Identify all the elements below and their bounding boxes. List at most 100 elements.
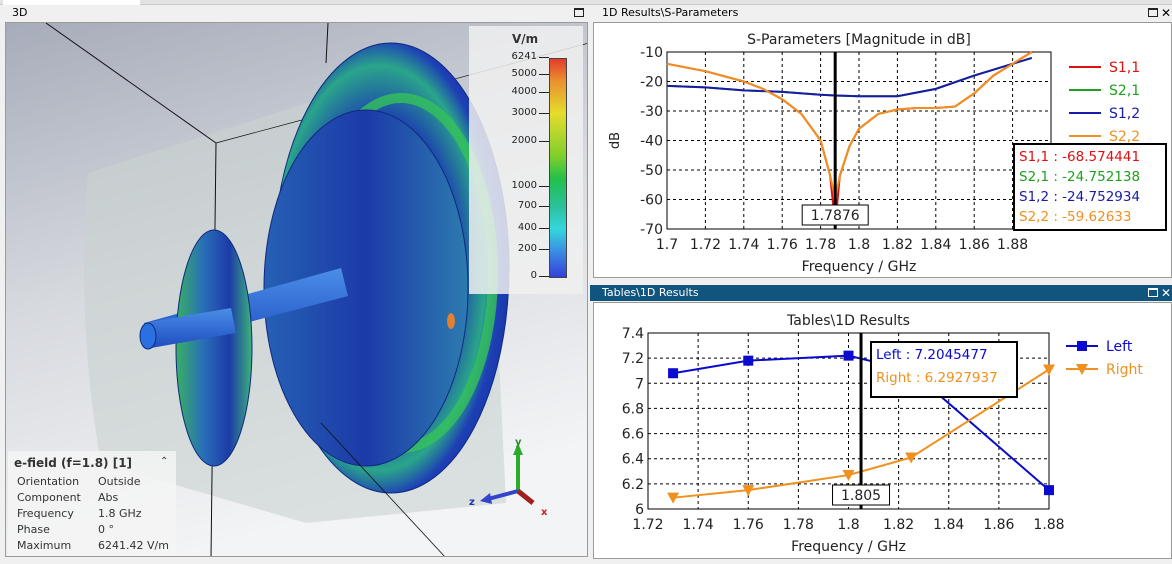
close-icon[interactable]: ✕ xyxy=(1161,286,1172,300)
y-tick-label: 7.2 xyxy=(622,351,644,367)
result-info-box: e-field (f=1.8) [1] ⌃ Orientation Outside… xyxy=(8,451,176,556)
info-key: Frequency xyxy=(17,507,74,520)
data-point-Right xyxy=(742,485,755,497)
chart-title: S-Parameters [Magnitude in dB] xyxy=(747,32,971,48)
color-scale-tick: 0 xyxy=(530,270,551,281)
maximize-icon[interactable] xyxy=(1148,288,1158,297)
x-tick-label: 1.86 xyxy=(983,517,1014,533)
info-value: Abs xyxy=(98,491,119,504)
legend-label: S2,2 xyxy=(1109,129,1140,145)
x-tick-label: 1.78 xyxy=(805,237,836,253)
document-tab-strip xyxy=(0,0,1172,5)
info-value: Outside xyxy=(98,475,141,488)
data-point-Left xyxy=(743,355,754,366)
color-scale-tick: 700 xyxy=(517,200,550,211)
y-tick-label: 6.8 xyxy=(622,401,644,417)
x-axis-label: Frequency / GHz xyxy=(791,539,906,555)
color-scale-tick: 1000 xyxy=(511,180,550,191)
y-tick-label: 6.4 xyxy=(622,452,644,468)
info-row: Phase 0 ° xyxy=(17,523,114,539)
series-line-S1,1 xyxy=(666,51,1033,225)
data-point-Right xyxy=(905,452,918,464)
y-tick-label: -70 xyxy=(640,222,663,238)
y-tick-label: 6 xyxy=(635,502,644,518)
cursor-label: 1.7876 xyxy=(811,208,860,224)
y-tick-label: 6.6 xyxy=(622,427,644,443)
info-key: Phase xyxy=(17,523,50,536)
color-scale-legend: V/m 6241 5000 4000 3000 2000 1000 700 40… xyxy=(469,26,583,294)
axis-label-x: x xyxy=(541,507,548,518)
color-scale-tick: 400 xyxy=(517,222,550,233)
color-scale-tick: 4000 xyxy=(511,86,550,97)
x-tick-label: 1.74 xyxy=(683,517,714,533)
info-value: 0 ° xyxy=(98,523,114,536)
legend-marker xyxy=(1076,364,1088,375)
data-point-Right xyxy=(667,492,680,504)
tables-chart-panel[interactable]: Tables\1D Results 1.72 1.74 1.76 1.78 1.8 1.82… xyxy=(593,302,1172,559)
info-key: Maximum xyxy=(17,539,72,552)
small-disc xyxy=(175,229,253,467)
x-tick-label: 1.86 xyxy=(959,237,990,253)
legend-label: Right xyxy=(1106,362,1143,378)
x-axis-label: Frequency / GHz xyxy=(802,259,917,275)
cursor-readout-value: Left : 7.2045477 xyxy=(876,347,988,363)
panel-header-tables: Tables\1D Results ✕ xyxy=(590,285,1172,301)
document-tab[interactable] xyxy=(3,0,140,5)
maximize-icon[interactable] xyxy=(1148,8,1158,17)
legend-label: S1,1 xyxy=(1109,60,1140,76)
y-tick-label: -60 xyxy=(640,193,663,209)
y-tick-label: 6.2 xyxy=(622,477,644,493)
3d-viewport[interactable]: y z x V/m 6241 5000 4000 3000 2000 1000 … xyxy=(5,22,588,557)
x-tick-label: 1.76 xyxy=(767,237,798,253)
info-row: Maximum 6241.42 V/m xyxy=(17,539,169,555)
panel-header-3d: 3D xyxy=(0,5,588,21)
x-tick-label: 1.82 xyxy=(882,237,913,253)
cursor-label: 1.805 xyxy=(841,488,881,504)
color-scale-tick: 200 xyxy=(517,243,550,254)
data-point-Right xyxy=(842,470,855,482)
data-point-Left xyxy=(668,368,679,379)
series-line-S2,2 xyxy=(666,51,1033,199)
x-tick-label: 1.7 xyxy=(656,237,678,253)
x-tick-label: 1.84 xyxy=(933,517,964,533)
x-tick-label: 1.74 xyxy=(728,237,759,253)
x-tick-label: 1.88 xyxy=(997,237,1028,253)
tables-chart: Tables\1D Results 1.72 1.74 1.76 1.78 1.8 1.82… xyxy=(622,313,1144,555)
info-value: 6241.42 V/m xyxy=(98,539,169,552)
collapse-icon[interactable]: ⌃ xyxy=(160,456,169,467)
axes-triad: y z x xyxy=(469,437,548,518)
close-icon[interactable]: ✕ xyxy=(1161,6,1172,20)
x-tick-label: 1.72 xyxy=(690,237,721,253)
panel-title: 3D xyxy=(12,6,28,19)
legend-marker xyxy=(1077,341,1087,351)
x-tick-label: 1.8 xyxy=(837,517,859,533)
cursor-readout-box xyxy=(870,341,1018,398)
cursor-readout-box xyxy=(1013,143,1167,231)
sparams-chart: S-Parameters [Magnitude in dB] 1.7 1.72 1.7… xyxy=(608,32,1167,275)
y-tick-label: -50 xyxy=(640,163,663,179)
x-tick-label: 1.84 xyxy=(920,237,951,253)
color-scale-tick: 2000 xyxy=(511,135,550,146)
color-scale-tick: 5000 xyxy=(511,68,550,79)
info-row: Orientation Outside xyxy=(17,475,140,491)
panel-header-sparams: 1D Results\S-Parameters ✕ xyxy=(590,5,1172,21)
info-row: Component Abs xyxy=(17,491,118,507)
maximize-icon[interactable] xyxy=(574,8,584,17)
y-tick-label: -10 xyxy=(640,45,663,61)
color-scale-unit: V/m xyxy=(512,32,539,46)
data-point-Left xyxy=(1044,485,1054,496)
cursor-readout-value: S2,2 : -59.62633 xyxy=(1019,209,1131,225)
cursor-readout-value: S2,1 : -24.752138 xyxy=(1019,169,1140,185)
cursor-readout-value: S1,2 : -24.752934 xyxy=(1019,189,1140,205)
cursor-readout-value: S1,1 : -68.574441 xyxy=(1019,149,1140,165)
inner-disc xyxy=(263,109,469,467)
axis-label-z: z xyxy=(469,497,475,508)
x-tick-label: 1.8 xyxy=(848,237,870,253)
y-axis-label: dB xyxy=(608,132,623,149)
y-tick-label: -30 xyxy=(640,104,663,120)
data-point-Left xyxy=(843,350,854,361)
legend-label: S1,2 xyxy=(1109,106,1140,122)
color-scale-bar xyxy=(549,58,567,278)
sparams-chart-panel[interactable]: S-Parameters [Magnitude in dB] 1.7 1.72 1.7… xyxy=(593,22,1172,278)
x-tick-label: 1.82 xyxy=(883,517,914,533)
